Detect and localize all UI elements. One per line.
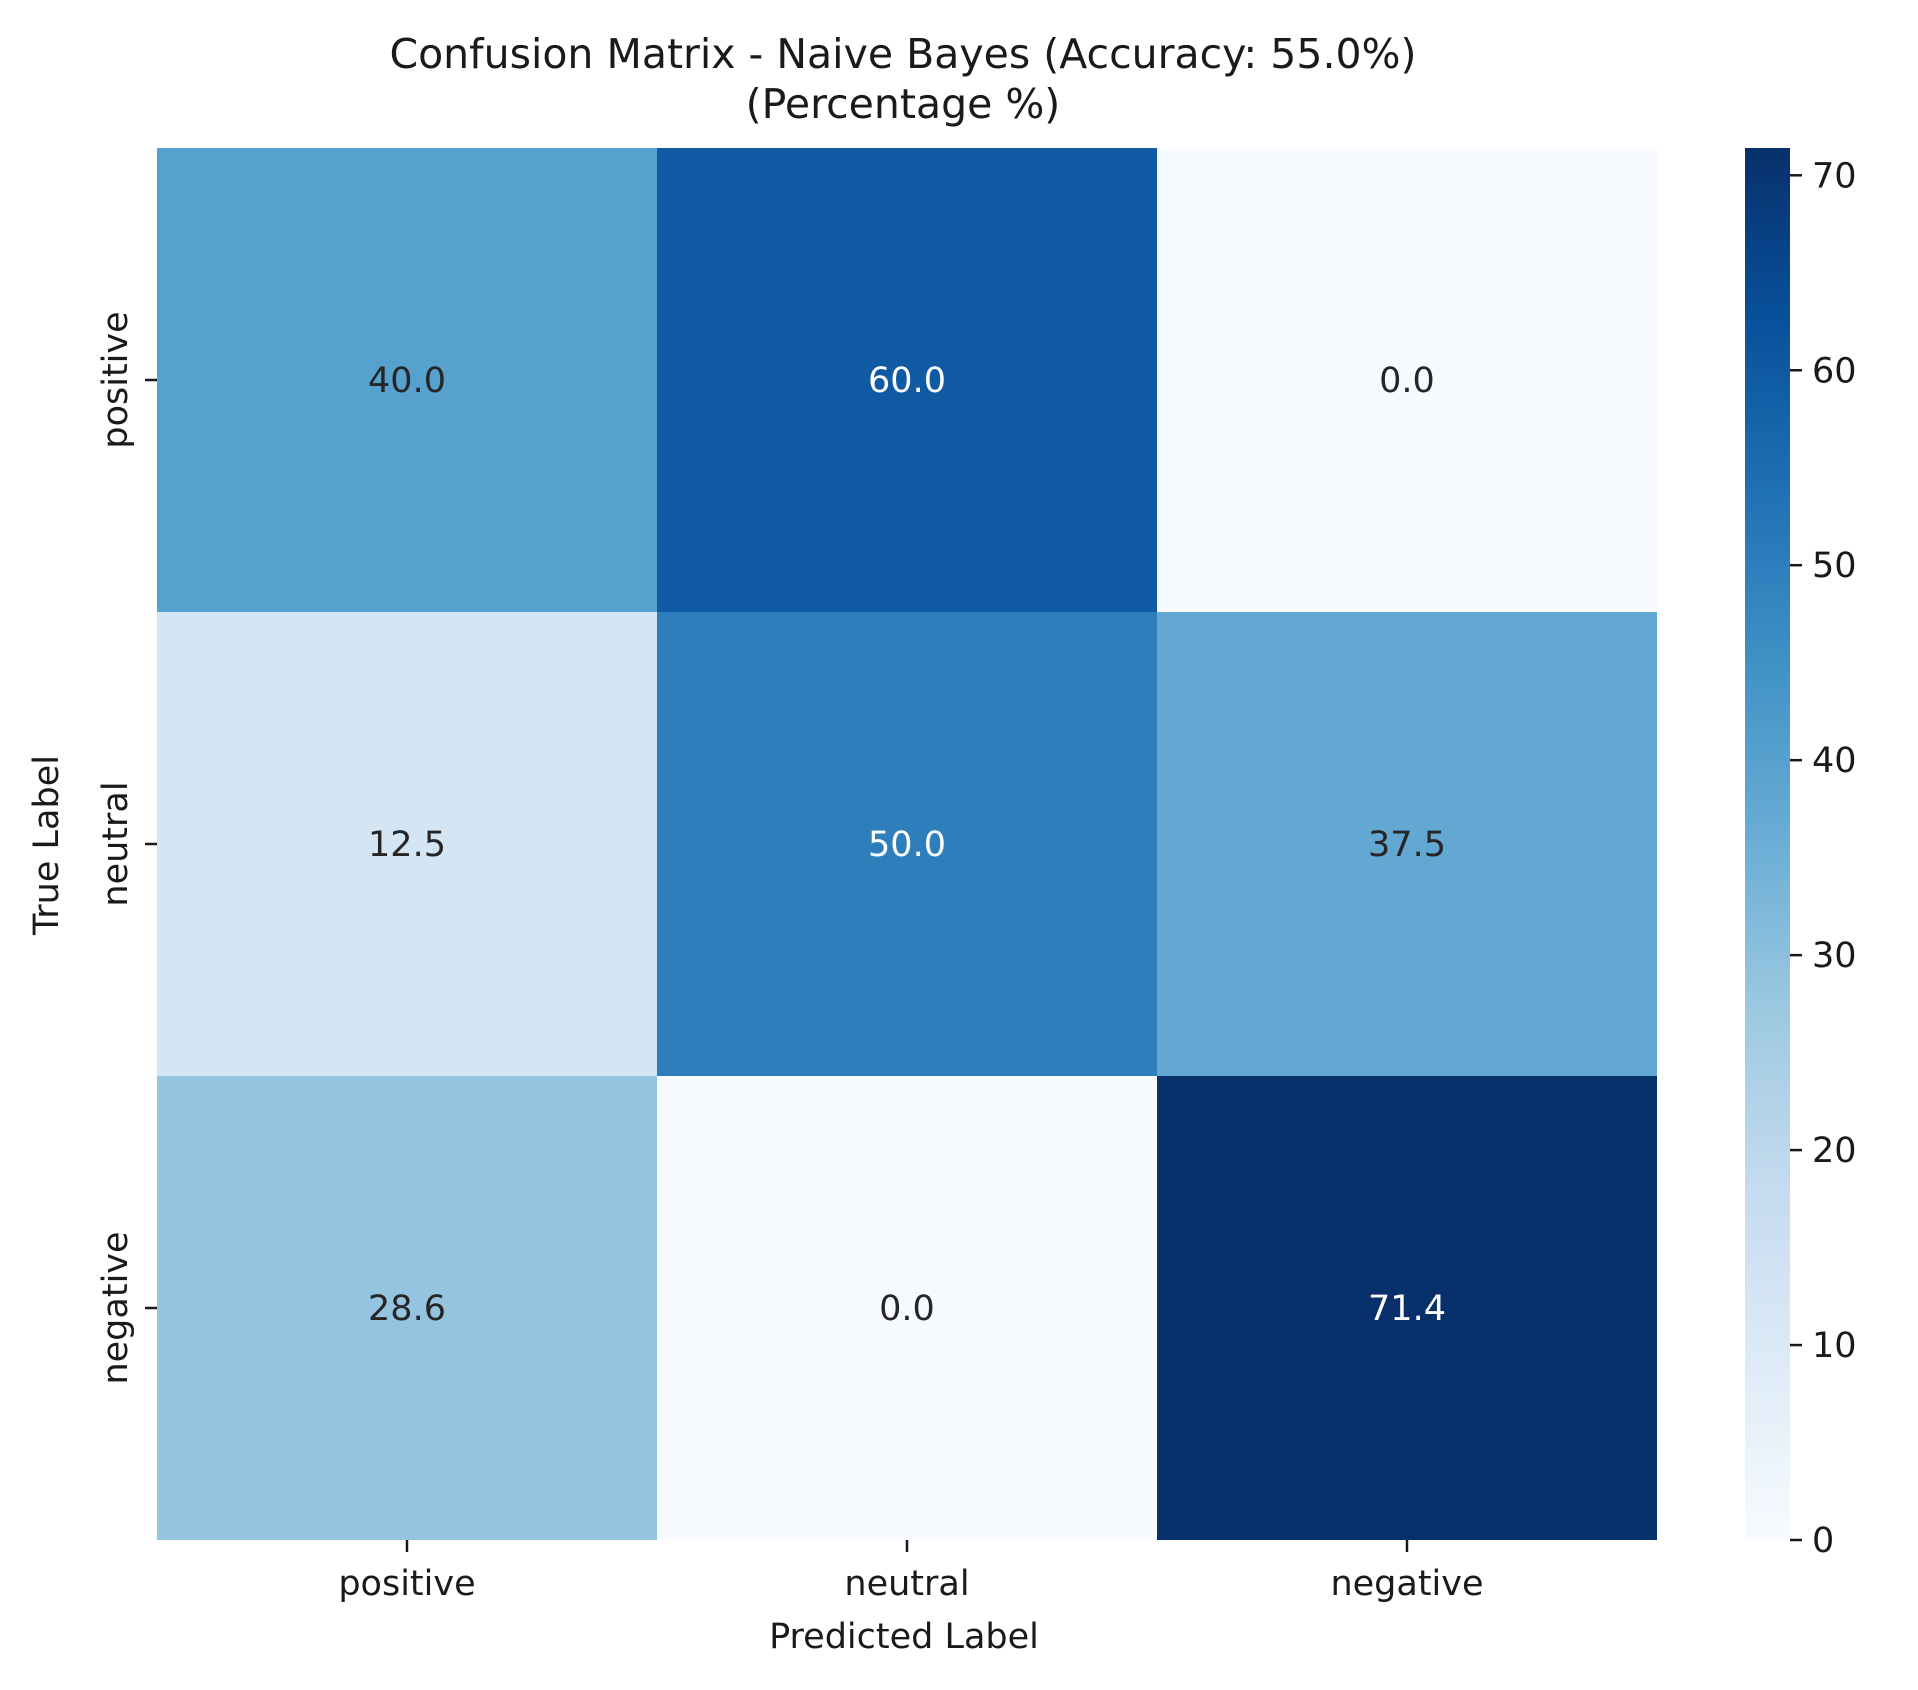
heatmap-cell <box>657 1076 1157 1540</box>
x-tick-label: negative <box>1330 1564 1483 1604</box>
colorbar-tick-label: 10 <box>1812 1326 1857 1366</box>
colorbar: 0 10 20 30 40 50 60 70 <box>1745 148 1857 1561</box>
colorbar-tick-label: 30 <box>1812 936 1857 976</box>
heatmap-cell <box>657 612 1157 1076</box>
colorbar-tick-label: 40 <box>1812 741 1857 781</box>
chart-title: Confusion Matrix - Naive Bayes (Accuracy… <box>389 30 1416 78</box>
heatmap-cell <box>157 148 657 612</box>
colorbar-tick-label: 50 <box>1812 546 1857 586</box>
heatmap-cell <box>157 1076 657 1540</box>
cell-value-label: 37.5 <box>1368 825 1446 865</box>
x-tick-label: neutral <box>844 1564 969 1604</box>
x-axis-ticks: positive neutral negative <box>338 1540 1484 1604</box>
y-tick-label: neutral <box>96 781 136 906</box>
y-tick-label: positive <box>96 311 136 448</box>
colorbar-tick-label: 60 <box>1812 351 1857 391</box>
colorbar-tick-label: 20 <box>1812 1131 1857 1171</box>
heatmap-cell <box>1157 612 1657 1076</box>
chart-subtitle: (Percentage %) <box>746 80 1061 128</box>
y-axis-label: True Label <box>27 755 67 936</box>
cell-value-label: 71.4 <box>1368 1289 1446 1329</box>
cell-value-label: 0.0 <box>879 1289 935 1329</box>
heatmap-cells: 40.0 60.0 0.0 12.5 50.0 37.5 28.6 0.0 71.4 <box>157 148 1657 1540</box>
x-axis-label: Predicted Label <box>769 1617 1039 1657</box>
cell-value-label: 40.0 <box>368 361 446 401</box>
heatmap-cell <box>1157 1076 1657 1540</box>
heatmap-cell <box>157 612 657 1076</box>
cell-value-label: 50.0 <box>868 825 946 865</box>
cell-value-label: 28.6 <box>368 1289 446 1329</box>
colorbar-ticks: 0 10 20 30 40 50 60 70 <box>1790 156 1857 1561</box>
colorbar-gradient <box>1745 148 1790 1540</box>
heatmap-cell <box>1157 148 1657 612</box>
cell-value-label: 0.0 <box>1379 361 1435 401</box>
cell-value-label: 60.0 <box>868 361 946 401</box>
cell-value-label: 12.5 <box>368 825 446 865</box>
heatmap-cell <box>657 148 1157 612</box>
colorbar-tick-label: 70 <box>1812 156 1857 196</box>
y-axis-ticks: positive neutral negative <box>96 311 157 1385</box>
x-tick-label: positive <box>338 1564 475 1604</box>
y-tick-label: negative <box>96 1231 136 1384</box>
colorbar-tick-label: 0 <box>1812 1521 1834 1561</box>
